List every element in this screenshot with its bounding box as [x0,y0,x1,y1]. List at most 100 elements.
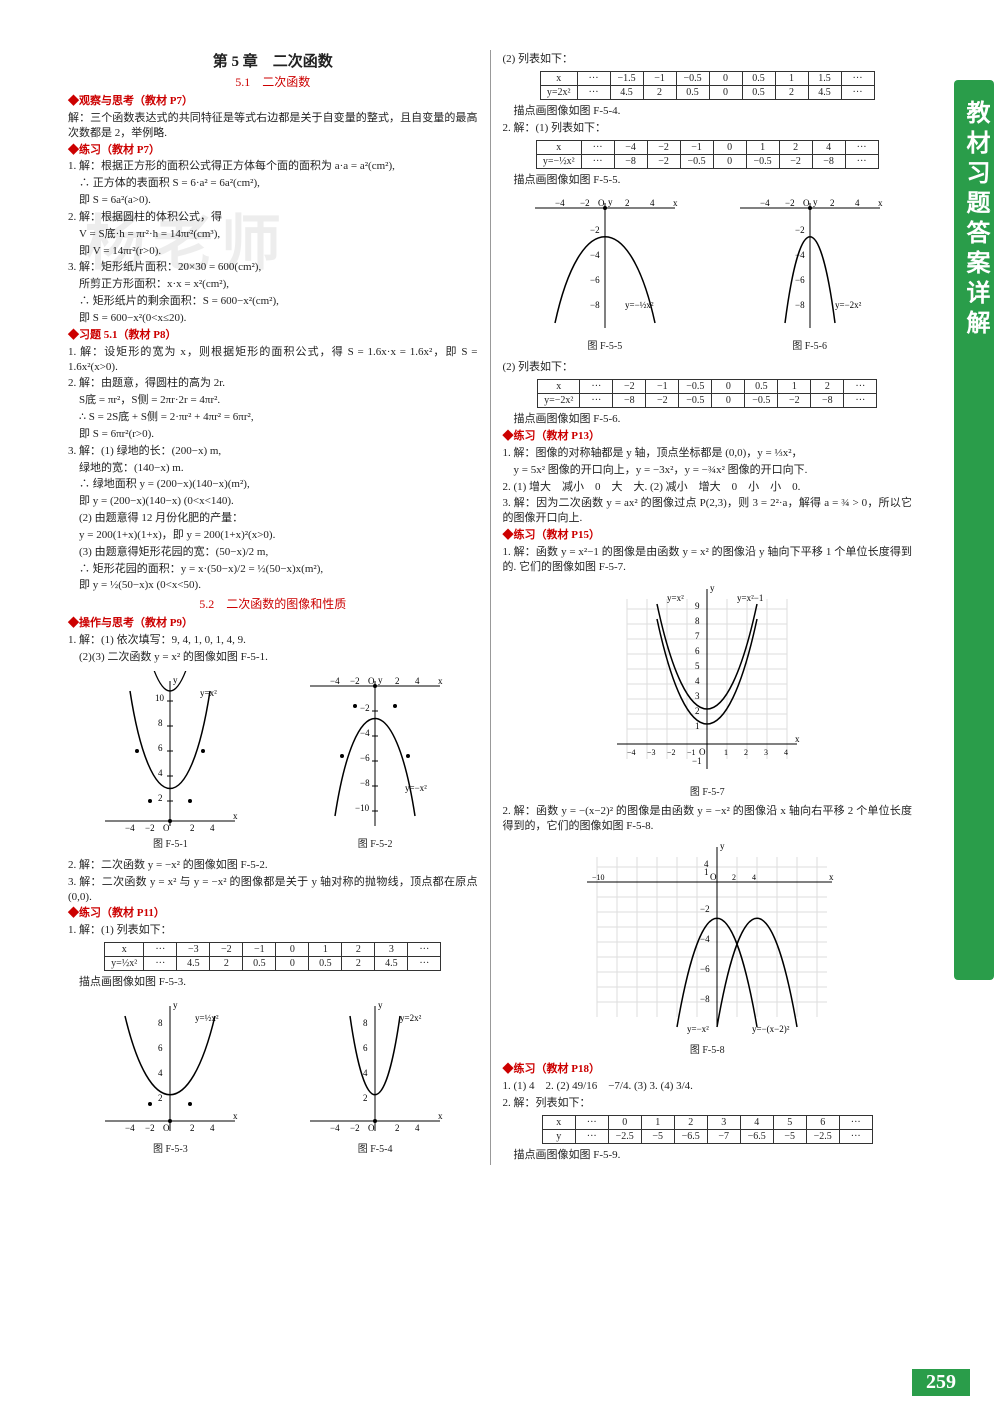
text: (2) 列表如下： [502,52,912,67]
text: 描点画图像如图 F-5-6. [502,412,912,427]
table-cell: −0.5 [745,394,778,408]
table-cell: 1.5 [808,71,841,85]
svg-text:−1: −1 [692,756,702,766]
table-cell: 4 [812,140,845,154]
svg-text:y: y [173,1000,178,1010]
table-cell: ··· [581,140,614,154]
table-cell: y=−½x² [536,154,581,168]
table-cell: 2 [342,957,375,971]
svg-text:2: 2 [695,706,700,716]
heading-lianxi-p11: ◆练习（教材 P11） [68,906,478,921]
table-cell: −0.5 [679,380,712,394]
text: 3. 解：二次函数 y = x² 与 y = −x² 的图像都是关于 y 轴对称… [68,875,478,905]
svg-text:−4: −4 [627,748,636,757]
svg-text:2: 2 [732,873,736,882]
table-p11b: x···−1.5−1−0.500.511.5···y=2x²···4.520.5… [540,71,875,100]
table-cell: −2.5 [806,1129,839,1143]
caption-f58: 图 F-5-8 [502,1041,912,1056]
text: 即 S = 6πr²(r>0). [68,427,478,442]
section-52-title: 5.2 二次函数的图像和性质 [68,595,478,612]
table-cell: 1 [775,71,808,85]
text: 3. 解：矩形纸片面积：20×30 = 600(cm²), [68,260,478,275]
figure-f58: y=−x²y=−(x−2)² O 41 −2−4 −6−8 −10 24 yx … [502,837,912,1056]
svg-text:4: 4 [855,198,860,208]
svg-text:2: 2 [158,1093,163,1103]
svg-text:O: O [368,1123,375,1133]
text: 3. 解：(1) 绿地的长：(200−x) m, [68,444,478,459]
table-cell: ··· [580,394,613,408]
svg-text:y=−x²: y=−x² [687,1024,709,1034]
table-cell: 2 [775,85,808,99]
table-cell: ··· [844,394,877,408]
svg-text:O: O [163,823,170,831]
table-p11c: x···−4−2−10124···y=−½x²···−8−2−0.50−0.5−… [536,140,879,169]
figure-row-2: y=½x² O −4−2 24 86 42 yx 图 F-5-3 y=2x² O… [68,992,478,1161]
table-cell: 0 [712,380,745,394]
text: 1. 解：函数 y = x²−1 的图像是由函数 y = x² 的图像沿 y 轴… [502,545,912,575]
table-cell: x [536,140,581,154]
svg-text:2: 2 [625,198,630,208]
table-cell: 3 [375,943,408,957]
svg-text:y: y [608,197,613,207]
svg-text:−2: −2 [350,676,360,686]
figure-f52: xy O −4−2 24 y=−x² −2−4 −6−8 −10 图 F-5-2 [300,667,450,856]
text: 即 y = (200−x)(140−x) (0<x<140). [68,494,478,509]
table-cell: ··· [844,380,877,394]
svg-text:8: 8 [363,1018,368,1028]
text: 即 y = ½(50−x)x (0<x<50). [68,578,478,593]
svg-text:y: y [720,841,725,851]
table-cell: −6.5 [740,1129,773,1143]
svg-text:4: 4 [415,1123,420,1133]
svg-text:2: 2 [744,748,748,757]
table-cell: x [542,1115,575,1129]
text: y = 200(1+x)(1+x)，即 y = 200(1+x)²(x>0). [68,528,478,543]
table-cell: 0.5 [745,380,778,394]
table-cell: 4.5 [610,85,643,99]
table-cell: x [538,380,580,394]
text: 2. 解：二次函数 y = −x² 的图像如图 F-5-2. [68,858,478,873]
svg-text:y: y [710,583,715,593]
svg-text:y: y [813,197,818,207]
svg-text:−2: −2 [667,748,676,757]
svg-text:4: 4 [752,873,756,882]
text: 即 V = 14πr²(r>0). [68,244,478,259]
text: 1. 解：图像的对称轴都是 y 轴，顶点坐标都是 (0,0)，y = ⅓x²， [502,446,912,461]
text: (3) 由题意得矩形花园的宽：(50−x)/2 m, [68,545,478,560]
table-cell: 5 [773,1115,806,1129]
table-cell: ··· [577,71,610,85]
right-column: (2) 列表如下： x···−1.5−1−0.500.511.5···y=2x²… [494,50,920,1165]
svg-text:6: 6 [695,646,700,656]
text: 所剪正方形面积：x·x = x²(cm²), [68,277,478,292]
page-number: 259 [912,1369,970,1396]
table-cell: −8 [811,394,844,408]
svg-text:y: y [173,675,178,685]
table-cell: ··· [144,943,177,957]
text: 1. 解：设矩形的宽为 x，则根据矩形的面积公式，得 S = 1.6x·x = … [68,345,478,375]
table-cell: ··· [845,140,878,154]
chapter-title: 第 5 章 二次函数 [68,50,478,71]
table-cell: −0.5 [746,154,779,168]
table-cell: ··· [577,85,610,99]
svg-text:−8: −8 [360,778,370,788]
svg-text:−8: −8 [795,300,805,310]
table-cell: ··· [845,154,878,168]
text: 即 S = 600−x²(0<x≤20). [68,311,478,326]
svg-text:−2: −2 [350,1123,360,1133]
table-cell: −4 [614,140,647,154]
table-cell: ··· [839,1115,872,1129]
svg-text:x: x [878,198,883,208]
svg-text:y: y [378,675,383,685]
figure-f55: y=−½x² O −4−2 24 −2−4 −6−8 yx 图 F-5-5 [525,189,685,358]
text: 绿地的宽：(140−x) m. [68,461,478,476]
svg-text:8: 8 [695,616,700,626]
section-51-title: 5.1 二次函数 [68,73,478,90]
svg-text:3: 3 [764,748,768,757]
svg-text:1: 1 [724,748,728,757]
svg-text:4: 4 [415,676,420,686]
text: (2) 列表如下： [502,360,912,375]
table-cell: 0 [276,943,309,957]
text: 2. 解：根据圆柱的体积公式，得 [68,210,478,225]
heading-lianxi-p7: ◆练习（教材 P7） [68,143,478,158]
table-cell: −2 [778,394,811,408]
table-cell: −5 [773,1129,806,1143]
